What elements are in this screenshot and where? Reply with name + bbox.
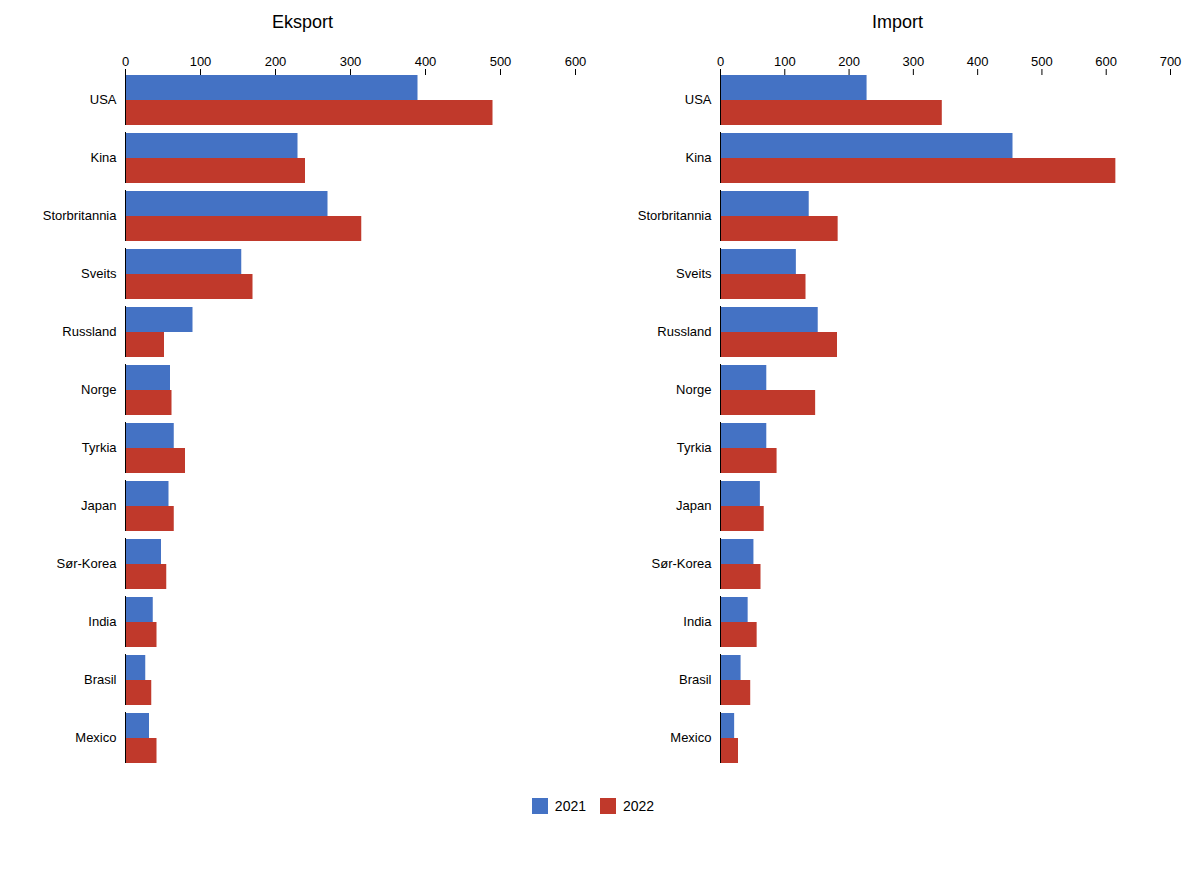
svg-text:USA: USA	[90, 92, 117, 107]
svg-text:Norge: Norge	[81, 382, 116, 397]
svg-text:Storbritannia: Storbritannia	[43, 208, 117, 223]
svg-text:Kina: Kina	[685, 150, 712, 165]
svg-text:200: 200	[838, 54, 860, 69]
svg-text:Russland: Russland	[62, 324, 116, 339]
svg-text:Japan: Japan	[676, 498, 711, 513]
svg-text:Mexico: Mexico	[670, 730, 711, 745]
svg-text:0: 0	[717, 54, 724, 69]
svg-text:Brasil: Brasil	[679, 672, 712, 687]
svg-text:Tyrkia: Tyrkia	[677, 440, 712, 455]
svg-text:200: 200	[265, 54, 287, 69]
svg-text:Sør-Korea: Sør-Korea	[57, 556, 118, 571]
html-text:2021: 2021	[554, 797, 586, 814]
html-text:2022: 2022	[623, 797, 655, 814]
svg-text:Kina: Kina	[90, 150, 117, 165]
svg-text:300: 300	[903, 54, 925, 69]
svg-text:300: 300	[340, 54, 362, 69]
svg-text:India: India	[683, 614, 712, 629]
svg-text:Japan: Japan	[81, 498, 116, 513]
html-text:Import: Import	[872, 12, 923, 32]
svg-text:Sveits: Sveits	[676, 266, 712, 281]
svg-text:Storbritannia: Storbritannia	[638, 208, 712, 223]
svg-text:Tyrkia: Tyrkia	[82, 440, 117, 455]
svg-text:Mexico: Mexico	[75, 730, 116, 745]
svg-text:Sveits: Sveits	[81, 266, 117, 281]
svg-text:Brasil: Brasil	[84, 672, 117, 687]
svg-text:India: India	[88, 614, 117, 629]
svg-text:0: 0	[122, 54, 129, 69]
svg-text:100: 100	[190, 54, 212, 69]
svg-text:USA: USA	[685, 92, 712, 107]
svg-text:100: 100	[774, 54, 796, 69]
svg-text:600: 600	[1095, 54, 1117, 69]
svg-text:Norge: Norge	[676, 382, 711, 397]
svg-text:500: 500	[1031, 54, 1053, 69]
html-text:Eksport: Eksport	[272, 12, 333, 32]
svg-text:Russland: Russland	[657, 324, 711, 339]
svg-text:400: 400	[415, 54, 437, 69]
svg-text:600: 600	[565, 54, 587, 69]
svg-text:Sør-Korea: Sør-Korea	[652, 556, 713, 571]
svg-text:500: 500	[490, 54, 512, 69]
svg-text:400: 400	[967, 54, 989, 69]
svg-text:700: 700	[1160, 54, 1182, 69]
